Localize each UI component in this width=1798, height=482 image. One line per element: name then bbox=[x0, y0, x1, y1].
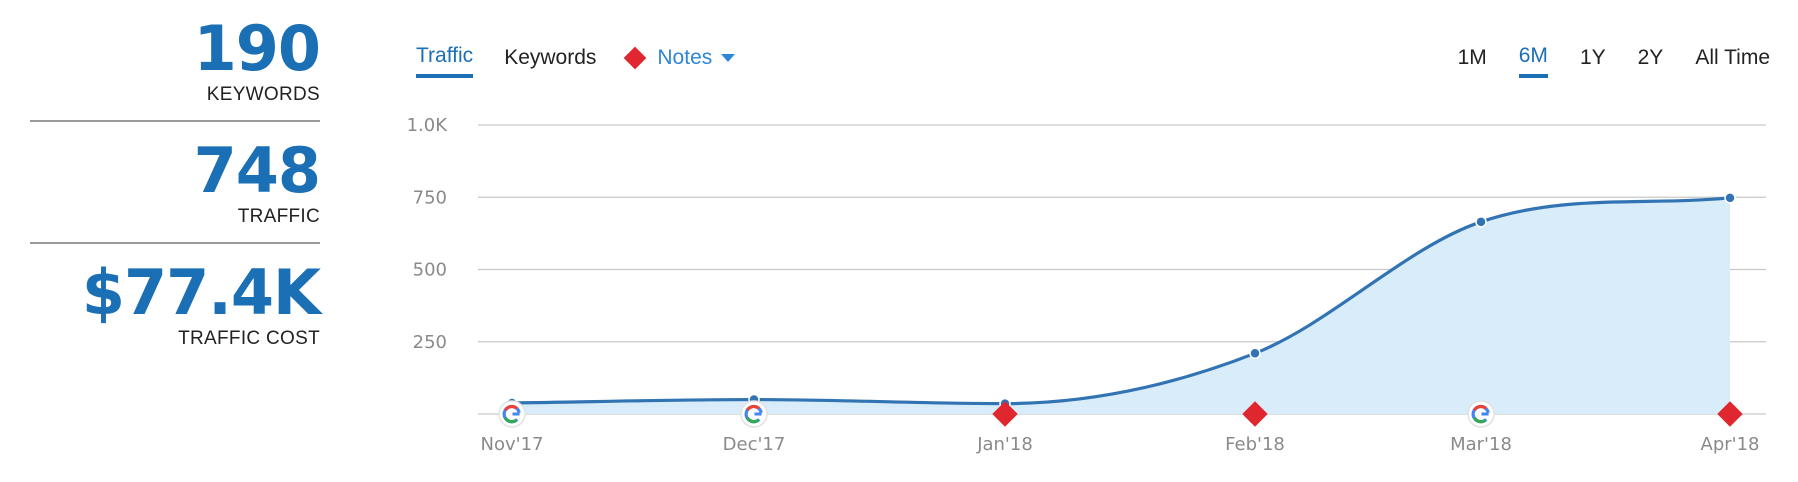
tab-keywords[interactable]: Keywords bbox=[504, 46, 597, 69]
notes-label: Notes bbox=[657, 46, 713, 69]
divider bbox=[30, 120, 320, 122]
stat-label: KEYWORDS bbox=[206, 84, 320, 105]
y-tick-label: 500 bbox=[413, 260, 447, 281]
range-all-time[interactable]: All Time bbox=[1695, 46, 1770, 69]
range-selector: 1M 6M 1Y 2Y All Time bbox=[1426, 44, 1770, 78]
stat-value: $77.4K bbox=[81, 256, 321, 329]
x-tick-label: Mar'18 bbox=[1450, 434, 1512, 455]
notes-dropdown[interactable]: Notes bbox=[624, 46, 736, 76]
google-icon[interactable] bbox=[498, 400, 526, 428]
stat-label: TRAFFIC COST bbox=[178, 328, 320, 349]
stat-traffic-cost: $77.4K TRAFFIC COST bbox=[30, 256, 321, 350]
stats-panel: 190 KEYWORDS 748 TRAFFIC $77.4K TRAFFIC … bbox=[30, 12, 321, 350]
traffic-series-line bbox=[511, 196, 1731, 406]
range-2y[interactable]: 2Y bbox=[1637, 46, 1664, 69]
x-tick-label: Apr'18 bbox=[1701, 434, 1760, 455]
range-1m[interactable]: 1M bbox=[1457, 46, 1487, 69]
stat-keywords: 190 KEYWORDS bbox=[30, 12, 321, 106]
traffic-area bbox=[512, 197, 1730, 414]
y-tick-label: 1.0K bbox=[407, 115, 449, 136]
range-6m[interactable]: 6M bbox=[1518, 44, 1548, 78]
y-tick-label: 750 bbox=[413, 187, 447, 208]
data-point[interactable] bbox=[1475, 216, 1487, 228]
data-point[interactable] bbox=[1724, 192, 1736, 204]
tab-traffic[interactable]: Traffic bbox=[416, 44, 474, 78]
x-tick-label: Dec'17 bbox=[723, 434, 786, 455]
chevron-down-icon bbox=[721, 54, 736, 62]
range-1y[interactable]: 1Y bbox=[1579, 46, 1606, 69]
stat-label: TRAFFIC bbox=[237, 206, 320, 227]
note-diamond-icon[interactable] bbox=[992, 401, 1018, 427]
stat-traffic: 748 TRAFFIC bbox=[30, 134, 321, 228]
y-tick-label: 250 bbox=[413, 332, 447, 353]
google-icon[interactable] bbox=[1467, 400, 1495, 428]
divider bbox=[30, 242, 320, 244]
x-tick-label: Nov'17 bbox=[481, 434, 544, 455]
x-tick-label: Jan'18 bbox=[976, 434, 1033, 455]
stat-value: 748 bbox=[193, 134, 321, 207]
google-icon[interactable] bbox=[740, 400, 768, 428]
stat-value: 190 bbox=[193, 12, 321, 85]
data-point[interactable] bbox=[1249, 347, 1261, 360]
x-tick-label: Feb'18 bbox=[1225, 434, 1285, 455]
chart-tabs: Traffic Keywords Notes bbox=[416, 44, 736, 78]
